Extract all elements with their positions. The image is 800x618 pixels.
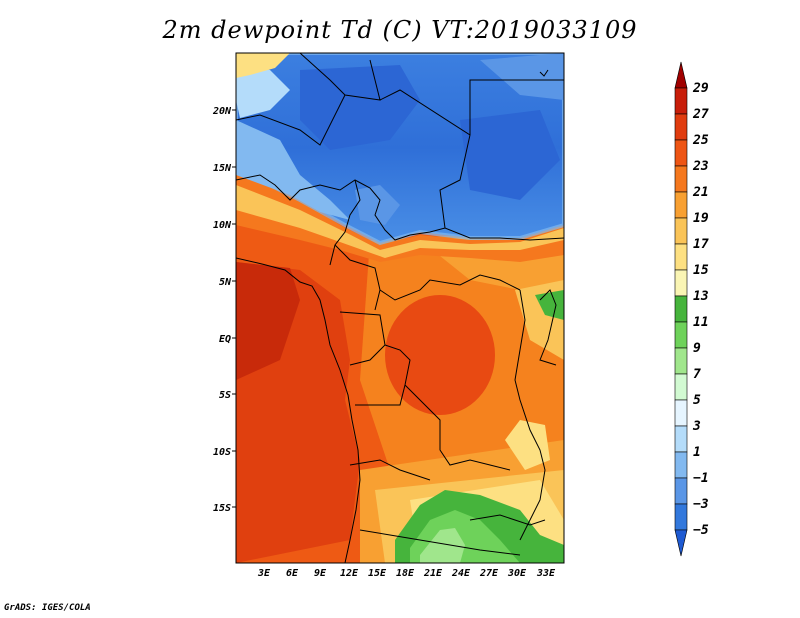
colorbar-swatch	[674, 139, 688, 167]
colorbar-label: 19	[693, 211, 709, 226]
lon-label: 27E	[479, 568, 499, 579]
lat-label: EQ	[219, 334, 231, 345]
lon-label: 33E	[536, 568, 556, 579]
lon-label: 21E	[423, 568, 443, 579]
colorbar-swatch	[674, 243, 688, 271]
colorbar	[674, 61, 688, 557]
colorbar-swatch	[674, 399, 688, 427]
lat-label: 10N	[213, 220, 232, 231]
lon-label: 9E	[314, 568, 327, 579]
colorbar-swatch	[674, 529, 688, 557]
lon-label: 3E	[257, 568, 271, 579]
lon-label: 12E	[340, 568, 359, 579]
lon-label: 18E	[396, 568, 415, 579]
colorbar-label: 21	[692, 185, 709, 200]
colorbar-label: −3	[693, 497, 709, 512]
colorbar-label: −5	[693, 523, 709, 538]
colorbar-swatch	[674, 61, 688, 89]
colorbar-swatch	[674, 425, 688, 453]
colorbar-label: 23	[692, 159, 709, 174]
colorbar-labels: 29 27 25 23 21 19 17 15 13 11 9 7 5 3 1 …	[692, 81, 709, 538]
lon-label: 30E	[507, 568, 527, 579]
lat-label: 15S	[213, 503, 231, 514]
colorbar-swatch	[674, 295, 688, 323]
colorbar-label: 1	[693, 445, 701, 460]
colorbar-label: 15	[693, 263, 709, 278]
lon-label: 6E	[286, 568, 299, 579]
lat-axis: 20N 15N 10N 5N EQ 5S 10S 15S	[212, 106, 236, 514]
colorbar-label: 25	[692, 133, 709, 148]
colorbar-label: 27	[692, 107, 709, 122]
lon-label: 15E	[368, 568, 387, 579]
colorbar-label: 5	[693, 393, 701, 408]
colorbar-label: 13	[693, 289, 709, 304]
lon-label: 24E	[451, 568, 471, 579]
lat-label: 10S	[213, 447, 231, 458]
map-title: 2m dewpoint Td (C) VT:2019033109	[162, 16, 638, 44]
colorbar-label: −1	[693, 471, 709, 486]
country-borders	[236, 53, 564, 563]
map-frame	[235, 52, 565, 564]
colorbar-label: 11	[693, 315, 709, 330]
colorbar-swatch	[674, 477, 688, 505]
colorbar-swatch	[674, 191, 688, 219]
colorbar-swatch	[674, 503, 688, 531]
colorbar-label: 29	[692, 81, 709, 96]
lat-label: 15N	[213, 163, 232, 174]
credit-text: GrADS: IGES/COLA	[4, 603, 91, 613]
colorbar-label: 17	[693, 237, 709, 252]
lat-label: 5N	[219, 277, 232, 288]
lon-axis: 3E 6E 9E 12E 15E 18E 21E 24E 27E 30E 33E	[257, 568, 556, 579]
colorbar-swatch	[674, 87, 688, 115]
colorbar-label: 7	[693, 367, 701, 382]
lat-label: 5S	[219, 390, 231, 401]
dewpoint-field	[236, 53, 564, 563]
colorbar-label: 3	[692, 419, 701, 434]
colorbar-swatch	[674, 269, 688, 297]
lat-label: 20N	[212, 106, 232, 117]
colorbar-swatch	[674, 373, 688, 401]
colorbar-swatch	[674, 347, 688, 375]
colorbar-swatch	[674, 321, 688, 349]
colorbar-swatch	[674, 165, 688, 193]
colorbar-swatch	[674, 451, 688, 479]
colorbar-label: 9	[693, 341, 701, 356]
colorbar-swatch	[674, 217, 688, 245]
colorbar-swatch	[674, 113, 688, 141]
